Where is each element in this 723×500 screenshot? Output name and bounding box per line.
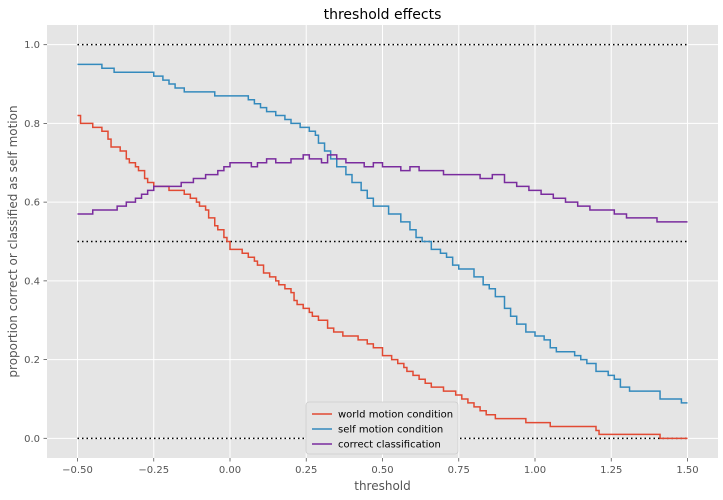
x-tick-label: 1.25 [600,465,622,476]
x-tick-label: 0.00 [219,465,241,476]
x-tick-label: 0.75 [448,465,470,476]
y-tick-label: 0.4 [24,276,40,287]
tick-labels: −0.50 −0.25 0.00 0.25 0.50 0.75 1.00 1.25 1.50 0.… [24,40,699,476]
legend-box [305,401,459,455]
x-tick-label: −0.25 [138,465,169,476]
y-tick-label: 0.2 [24,355,40,366]
self-motion-line [77,63,688,404]
x-axis-label: threshold [354,479,411,493]
legend-label-world-motion: world motion condition [338,410,453,421]
legend-label-correct-classification: correct classification [338,440,441,451]
world-motion-line [77,114,688,440]
legend-label-self-motion: self motion condition [338,425,443,436]
x-tick-label: 1.00 [524,465,546,476]
series-layer [77,63,688,440]
correct-classification-line [77,154,688,223]
y-tick-label: 0.6 [24,198,40,209]
y-tick-label: 0.0 [24,434,40,445]
y-tick-label: 0.8 [24,119,40,130]
x-tick-label: 0.25 [295,465,317,476]
x-tick-label: 1.50 [676,465,698,476]
chart-title: threshold effects [324,7,442,23]
legend: world motion condition self motion condi… [305,401,459,455]
grid [47,25,718,458]
x-tick-label: 0.50 [371,465,393,476]
x-tick-label: −0.50 [62,465,93,476]
y-tick-label: 1.0 [24,40,40,51]
y-axis-label: proportion correct or classified as self… [6,105,20,377]
